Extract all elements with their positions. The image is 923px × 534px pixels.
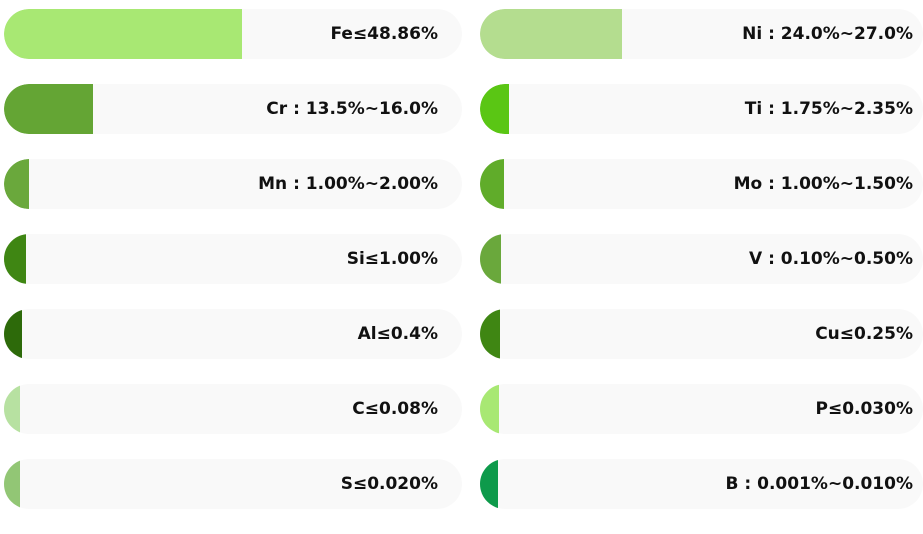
composition-bar-fill	[480, 384, 500, 434]
composition-bar-label: Ti : 1.75%~2.35%	[744, 99, 913, 119]
composition-bar-label: Ni : 24.0%~27.0%	[742, 24, 913, 44]
composition-bar-label: V : 0.10%~0.50%	[749, 249, 913, 269]
composition-bar-row: V : 0.10%~0.50%	[480, 234, 923, 284]
composition-bar-fill	[480, 459, 498, 509]
composition-bar-fill	[4, 9, 243, 59]
composition-bar-row: Cr : 13.5%~16.0%	[4, 84, 462, 134]
composition-bar-fill	[4, 309, 23, 359]
composition-bar-row: B : 0.001%~0.010%	[480, 459, 923, 509]
composition-bar-label: B : 0.001%~0.010%	[725, 474, 913, 494]
composition-bar-label: Si≤1.00%	[346, 249, 438, 269]
composition-bar-fill	[4, 159, 30, 209]
composition-bar-fill	[4, 459, 21, 509]
composition-bar-row: Fe≤48.86%	[4, 9, 462, 59]
composition-bar-label: P≤0.030%	[815, 399, 913, 419]
composition-bar-label: Cr : 13.5%~16.0%	[266, 99, 438, 119]
composition-bar-row: Mo : 1.00%~1.50%	[480, 159, 923, 209]
composition-bar-row: C≤0.08%	[4, 384, 462, 434]
right-composition-column: Ni : 24.0%~27.0% Ti : 1.75%~2.35% Mo : 1.0…	[480, 9, 923, 534]
composition-bar-row: Ni : 24.0%~27.0%	[480, 9, 923, 59]
composition-bar-fill	[480, 309, 500, 359]
composition-bar-fill	[480, 159, 505, 209]
composition-bar-row: Si≤1.00%	[4, 234, 462, 284]
composition-bar-label: C≤0.08%	[352, 399, 438, 419]
composition-bar-label: Mo : 1.00%~1.50%	[733, 174, 913, 194]
composition-bar-row: Al≤0.4%	[4, 309, 462, 359]
composition-bar-label: Al≤0.4%	[357, 324, 438, 344]
composition-bar-label: Cu≤0.25%	[815, 324, 913, 344]
composition-bar-label: Fe≤48.86%	[330, 24, 438, 44]
composition-bar-fill	[4, 234, 26, 284]
composition-bar-row: P≤0.030%	[480, 384, 923, 434]
left-composition-column: Fe≤48.86% Cr : 13.5%~16.0% Mn : 1.00%~2.00…	[4, 9, 462, 534]
composition-bar-fill	[4, 84, 94, 134]
composition-bar-fill	[480, 234, 502, 284]
composition-bar-label: S≤0.020%	[340, 474, 438, 494]
composition-bar-fill	[480, 9, 622, 59]
composition-bar-row: Cu≤0.25%	[480, 309, 923, 359]
composition-bar-row: S≤0.020%	[4, 459, 462, 509]
composition-bar-row: Mn : 1.00%~2.00%	[4, 159, 462, 209]
composition-bar-fill	[4, 384, 21, 434]
composition-bar-fill	[480, 84, 509, 134]
composition-bar-row: Ti : 1.75%~2.35%	[480, 84, 923, 134]
composition-bar-label: Mn : 1.00%~2.00%	[258, 174, 438, 194]
